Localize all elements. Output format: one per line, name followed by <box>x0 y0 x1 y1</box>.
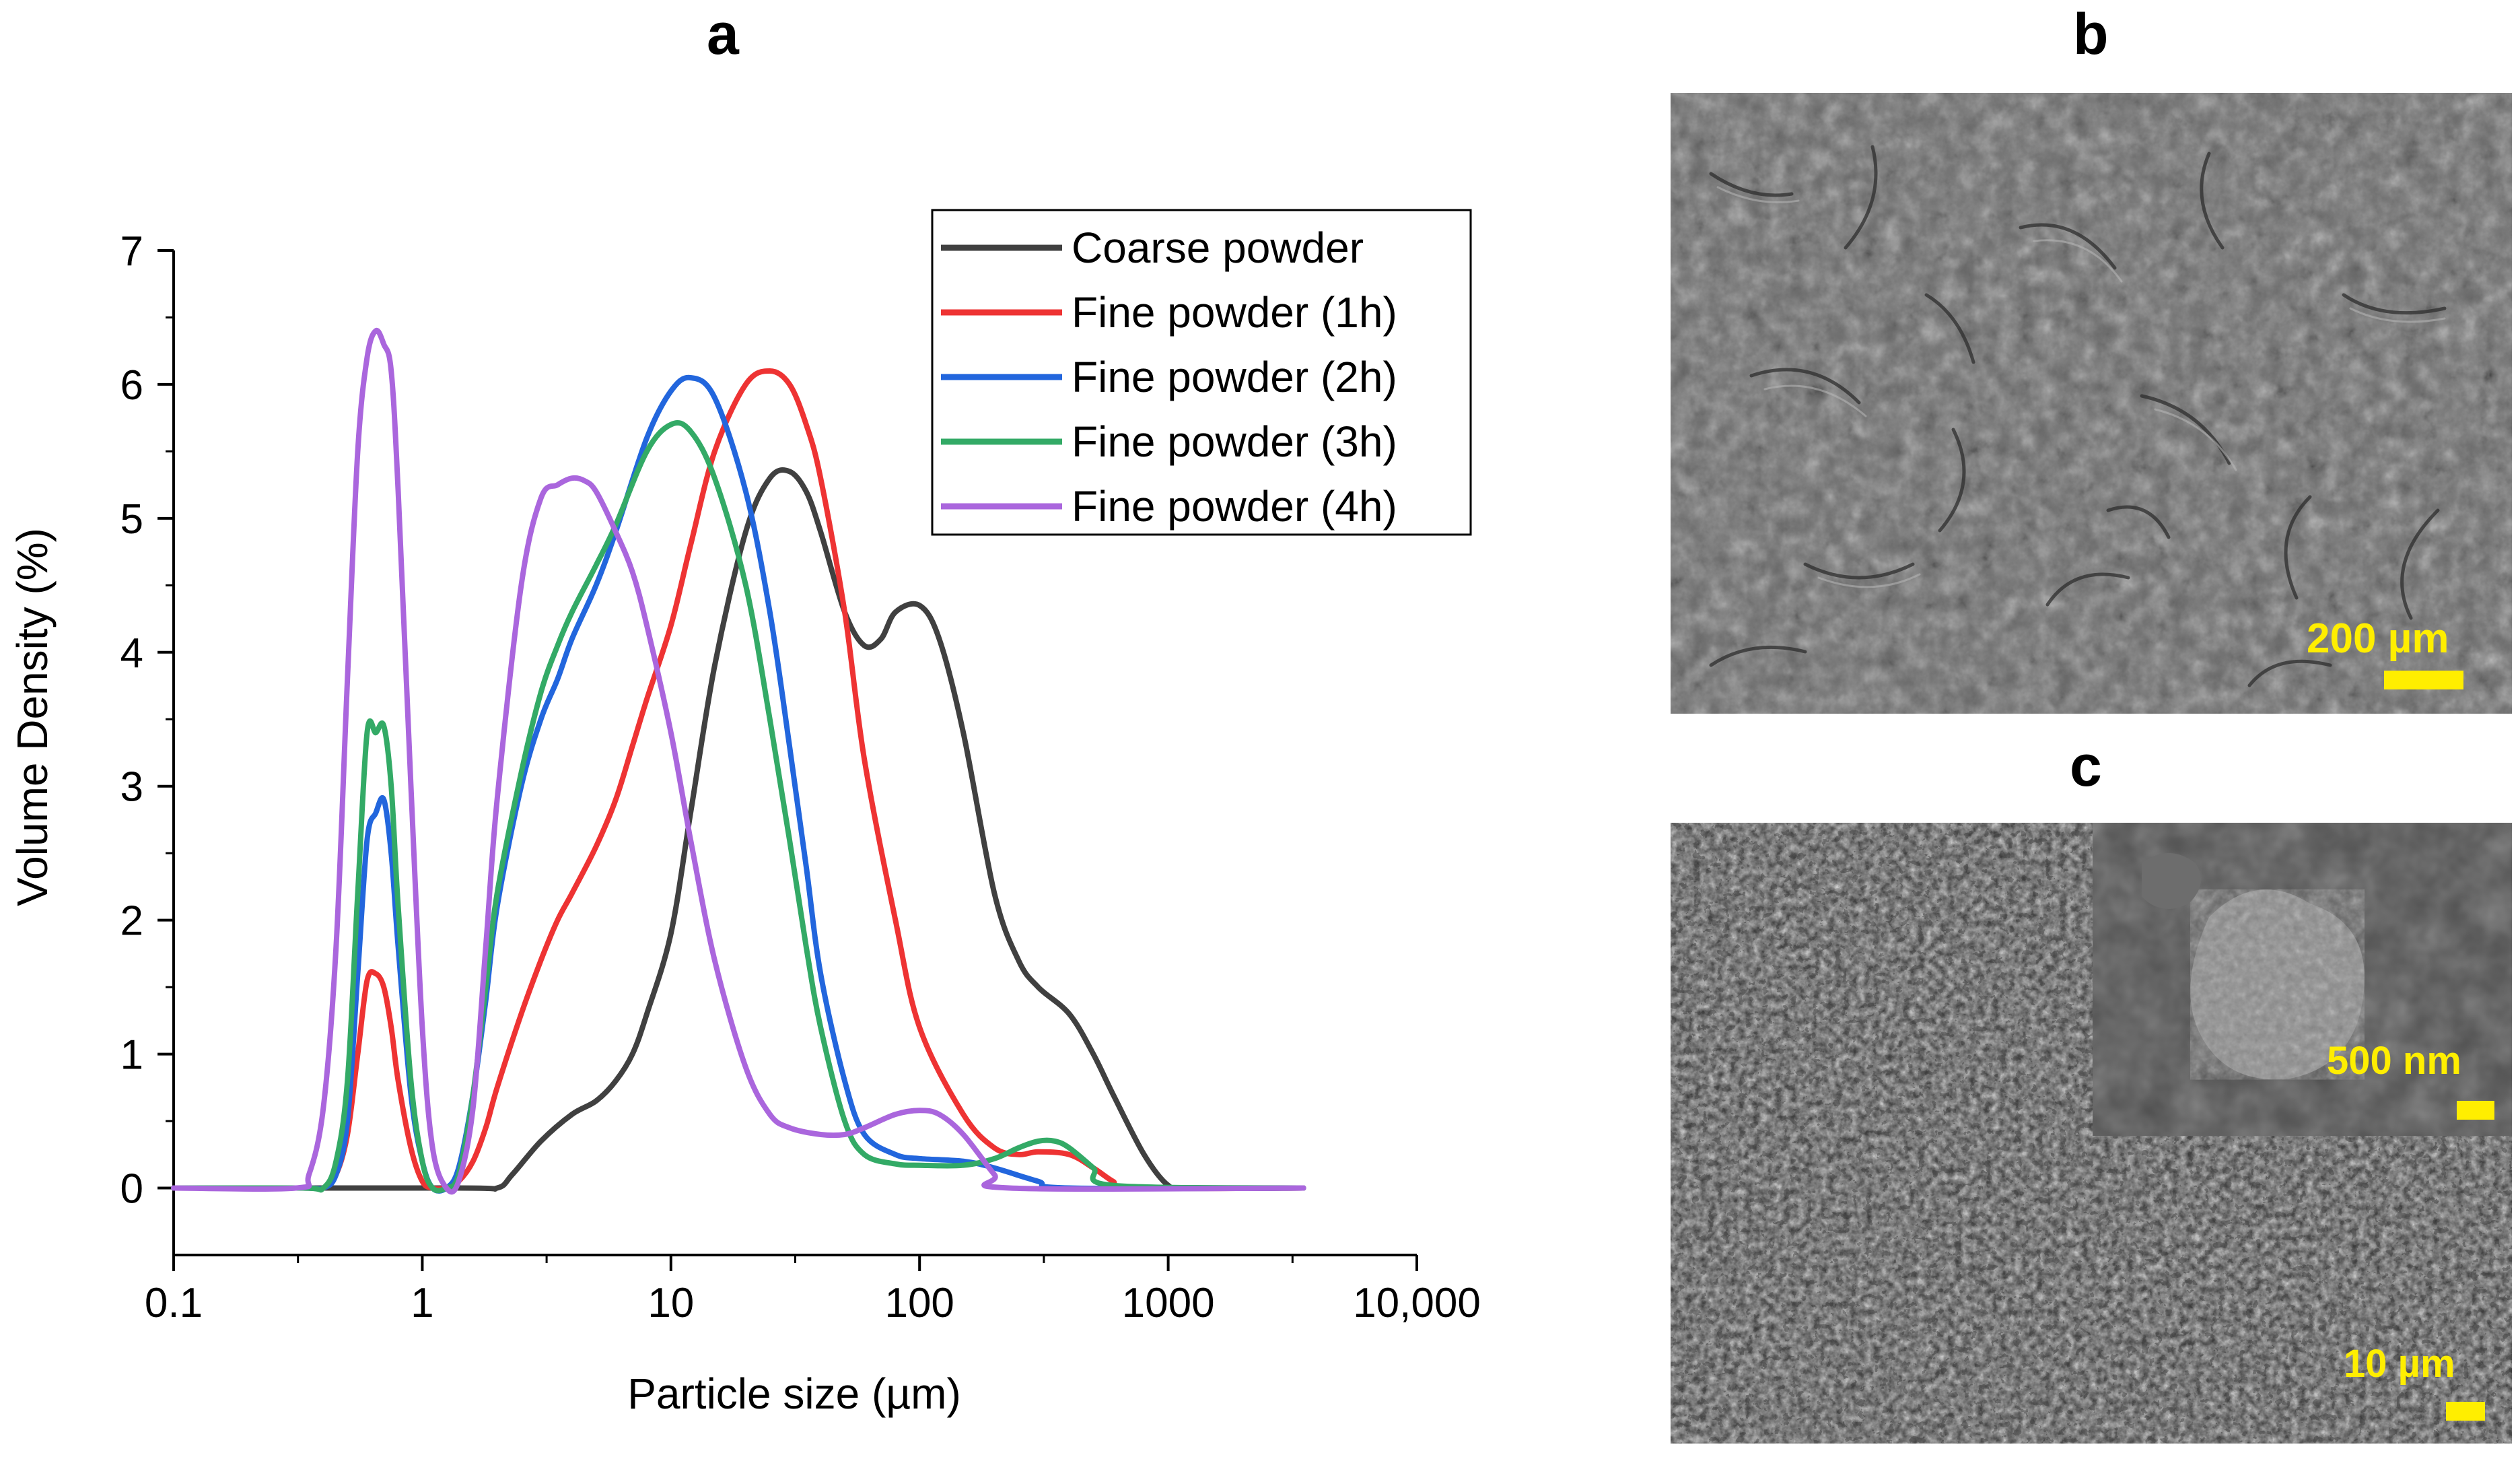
series-line-5 <box>171 327 1306 1195</box>
x-tick-label: 100 <box>884 1280 954 1326</box>
x-tick-label: 1000 <box>1122 1280 1215 1326</box>
legend-entry: Fine powder (3h) <box>1072 417 1397 466</box>
sem-image-b: 200 µm <box>1671 93 2512 714</box>
series-line-1 <box>171 467 1306 1192</box>
y-tick-label: 3 <box>120 764 143 811</box>
y-tick-label: 6 <box>120 362 143 409</box>
y-tick-label: 2 <box>120 898 143 945</box>
scale-label-c: 10 µm <box>2344 1342 2455 1386</box>
y-tick-label: 0 <box>120 1166 143 1213</box>
scale-bar-b <box>2384 671 2463 689</box>
inset-image-c <box>2093 823 2512 1136</box>
legend-entry: Fine powder (1h) <box>1072 288 1397 337</box>
sem-image-c: 500 nm 10 µm <box>1671 823 2512 1444</box>
x-tick-label: 1 <box>411 1280 433 1326</box>
chart-axes: 0 1 2 3 4 5 6 7 0.1 1 10 100 1000 10,000 <box>120 228 1481 1326</box>
legend-entry: Fine powder (2h) <box>1072 353 1397 401</box>
legend-entry: Coarse powder <box>1072 224 1364 272</box>
series-line-2 <box>171 368 1306 1192</box>
inset-scale-label-c: 500 nm <box>2327 1039 2461 1083</box>
series-line-4 <box>171 420 1306 1194</box>
scale-bar-c <box>2446 1402 2485 1421</box>
sem-texture-fibers <box>1671 93 2512 714</box>
x-axis-label: Particle size (µm) <box>627 1369 961 1418</box>
x-tick-label: 10,000 <box>1353 1280 1481 1326</box>
y-tick-label: 5 <box>120 496 143 543</box>
chart-legend: Coarse powder Fine powder (1h) Fine powder… <box>931 209 1472 536</box>
legend-box <box>931 209 1472 536</box>
x-tick-label: 0.1 <box>145 1280 203 1326</box>
y-tick-label: 4 <box>120 630 143 677</box>
panel-label-b: b <box>2073 2 2109 67</box>
y-tick-label: 1 <box>120 1032 143 1079</box>
scale-label-b: 200 µm <box>2307 615 2449 662</box>
y-axis-label: Volume Density (%) <box>8 528 57 906</box>
series-line-3 <box>171 374 1306 1194</box>
inset-scale-bar-c <box>2457 1101 2494 1120</box>
panel-label-c: c <box>2070 734 2102 799</box>
panel-label-a: a <box>707 2 739 67</box>
chart-lines <box>171 327 1306 1195</box>
y-tick-label: 7 <box>120 228 143 275</box>
legend-entry: Fine powder (4h) <box>1072 482 1397 531</box>
x-tick-label: 10 <box>648 1280 694 1326</box>
sem-texture-particles <box>1671 823 2512 1444</box>
particle-size-chart: 0 1 2 3 4 5 6 7 0.1 1 10 100 1000 10,000 Coarse powde… <box>8 209 1481 1418</box>
